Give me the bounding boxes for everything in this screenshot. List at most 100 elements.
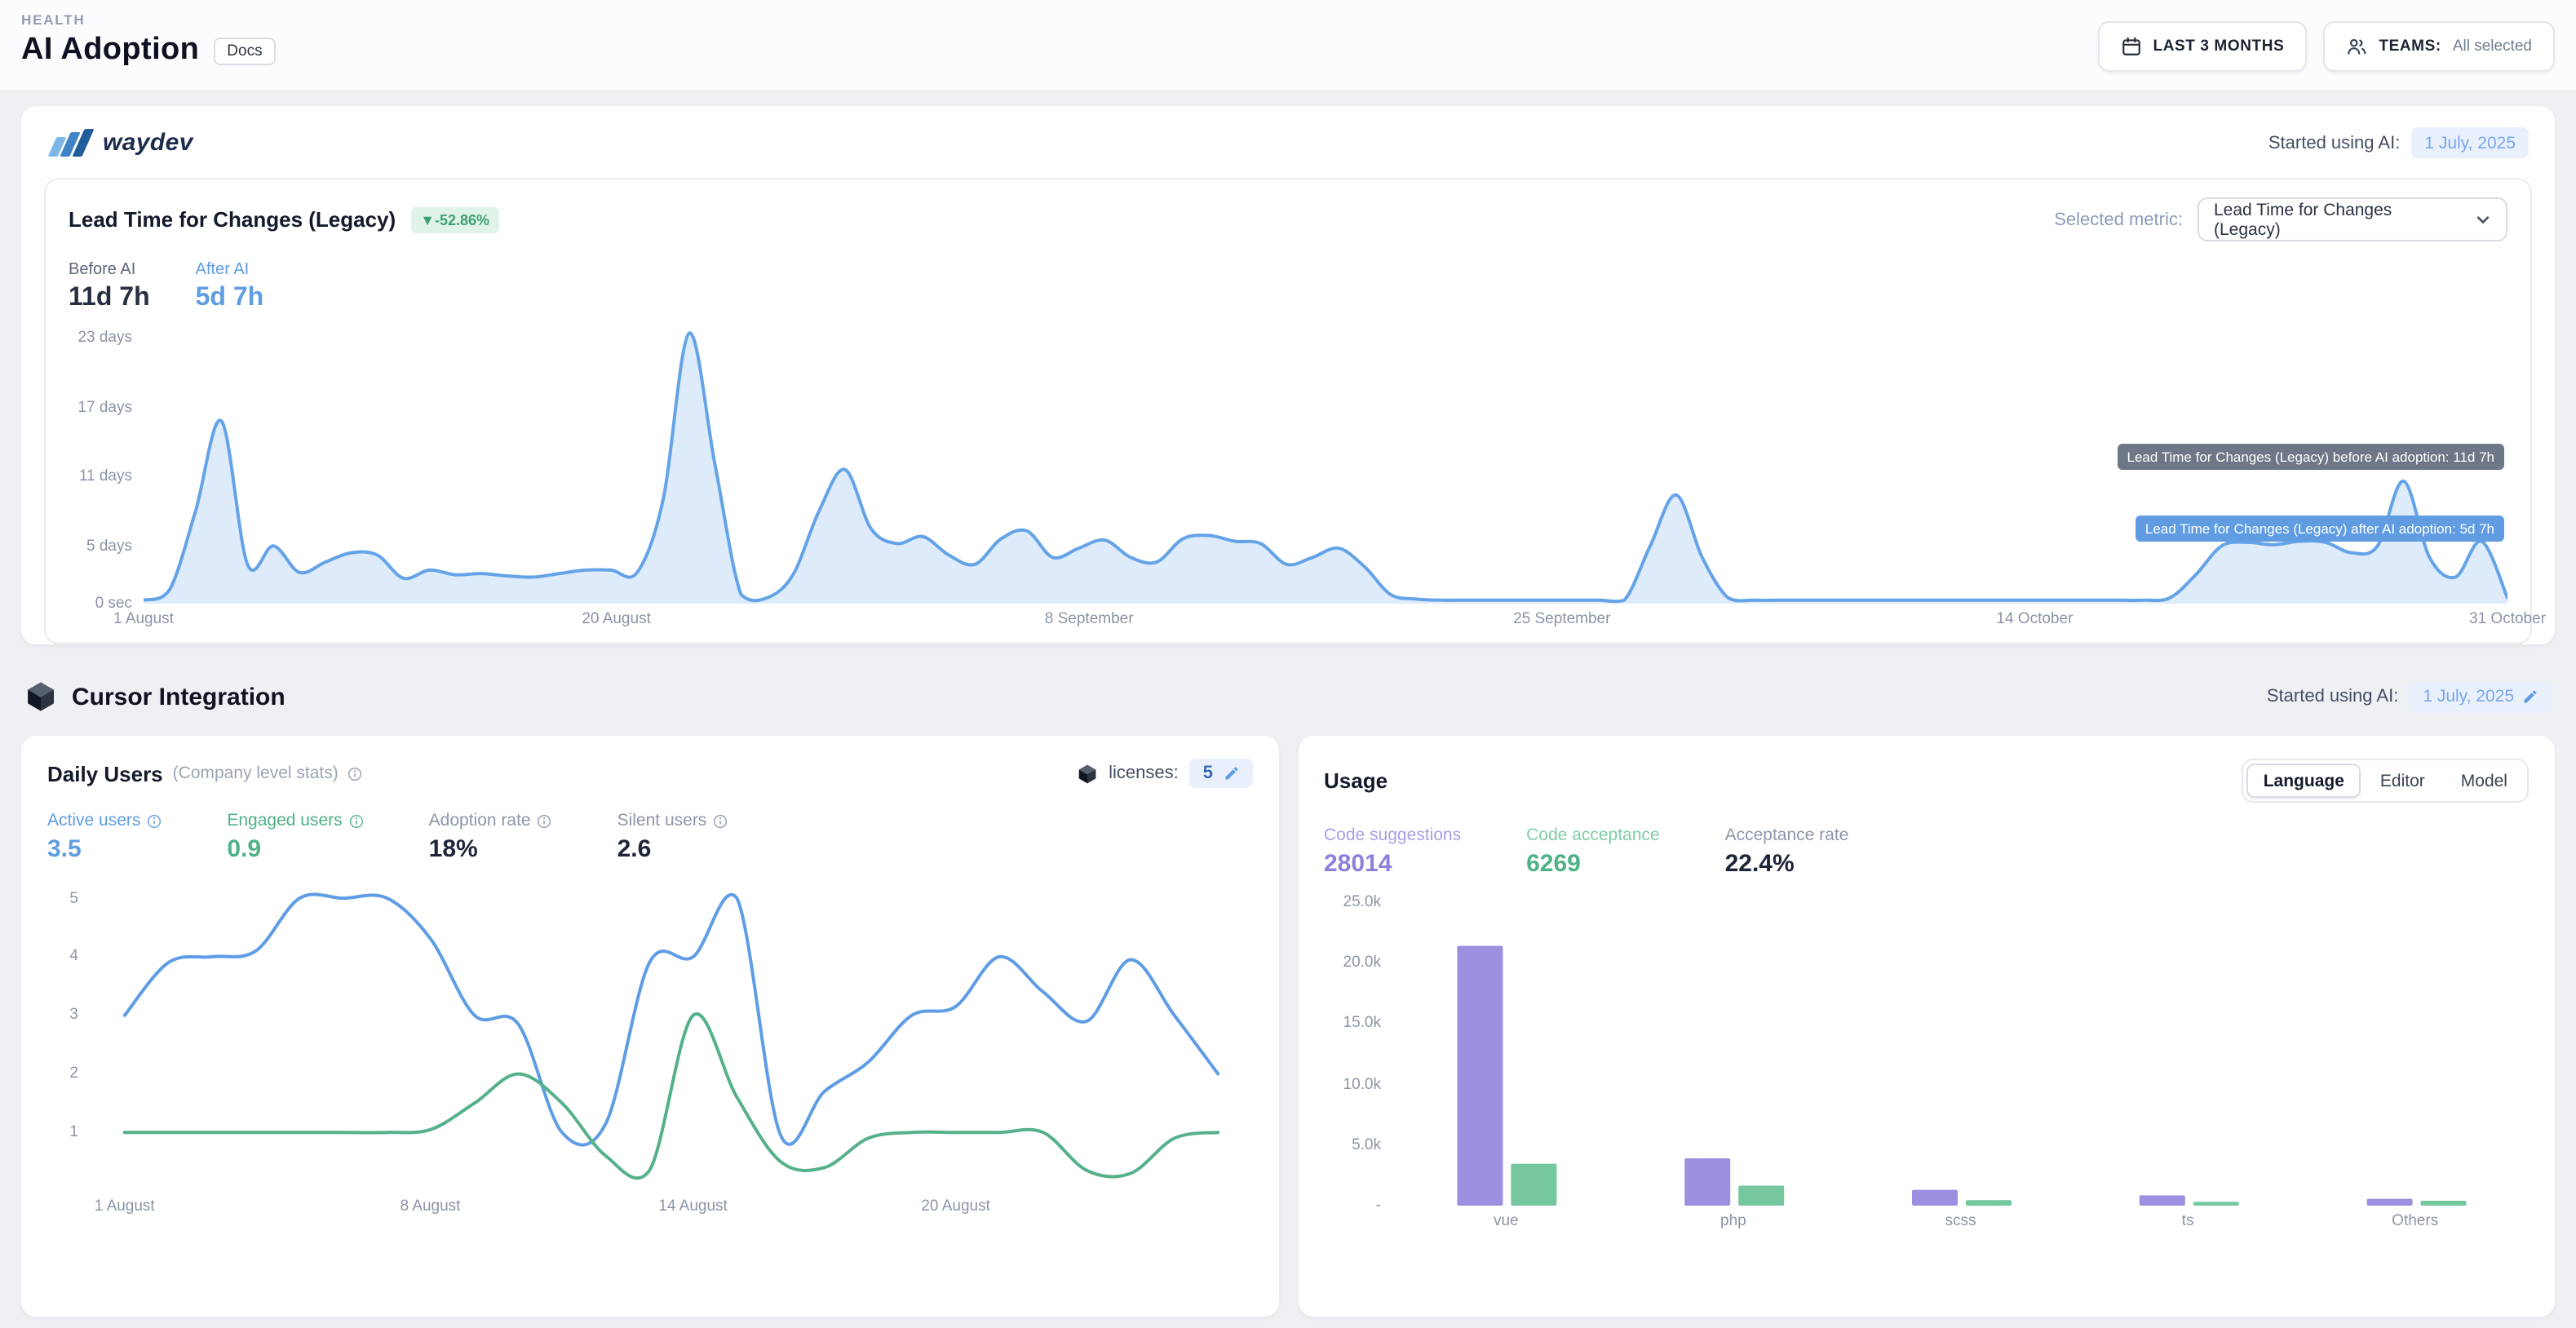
bar-vue-code-suggestions[interactable] — [1456, 945, 1503, 1206]
bar-php-code-acceptance[interactable] — [1737, 1185, 1784, 1206]
acceptance-rate-stat: Acceptance rate 22.4% — [1725, 826, 1849, 878]
bar-ts-code-acceptance[interactable] — [2192, 1202, 2238, 1206]
bar-scss-code-suggestions[interactable] — [1911, 1189, 1957, 1206]
before-ai-tooltip: Lead Time for Changes (Legacy) before AI… — [2117, 444, 2504, 470]
y-axis-tick: 25.0k — [1343, 892, 1382, 911]
lead-time-title: Lead Time for Changes (Legacy) — [69, 207, 396, 232]
x-axis-tick: ts — [2181, 1212, 2194, 1230]
x-axis-tick: vue — [1493, 1212, 1519, 1230]
info-icon[interactable] — [713, 813, 728, 828]
usage-plot[interactable] — [1392, 892, 2529, 1206]
area-fill — [144, 333, 2507, 604]
daily-users-card: Daily Users (Company level stats) licens… — [21, 736, 1278, 1317]
code-suggestions-label: Code suggestions — [1324, 826, 1462, 845]
x-axis-tick: 8 August — [400, 1197, 461, 1215]
daily-users-plot[interactable] — [90, 878, 1252, 1191]
daily-users-subtitle: (Company level stats) — [172, 764, 339, 783]
waydev-panel: waydev Started using AI: 1 July, 2025 Le… — [21, 106, 2555, 644]
waydev-brand: waydev — [47, 129, 193, 157]
y-axis-tick: 23 days — [77, 329, 132, 347]
lead-time-plot[interactable]: Lead Time for Changes (Legacy) before AI… — [144, 326, 2507, 604]
chevron-down-icon — [2476, 215, 2490, 223]
edit-pencil-icon — [1224, 767, 1237, 780]
code-acceptance-value: 6269 — [1526, 850, 1581, 878]
bar-Others-code-acceptance[interactable] — [2419, 1201, 2466, 1206]
tab-editor[interactable]: Editor — [2364, 764, 2441, 798]
tab-model[interactable]: Model — [2445, 764, 2524, 798]
y-axis-tick: 20.0k — [1343, 954, 1382, 972]
bar-Others-code-suggestions[interactable] — [2366, 1198, 2412, 1206]
usage-bars-svg — [1456, 945, 2466, 1206]
x-axis-tick: 8 September — [1044, 610, 1134, 628]
x-axis-tick: 25 September — [1513, 610, 1611, 628]
metric-select[interactable]: Lead Time for Changes (Legacy) — [2198, 197, 2507, 241]
code-suggestions-value: 28014 — [1324, 850, 1392, 878]
info-icon[interactable] — [348, 766, 363, 781]
licenses-label: licenses: — [1109, 764, 1179, 783]
series-line-engaged-users — [122, 1011, 1220, 1180]
x-axis-tick: 20 August — [921, 1197, 990, 1215]
x-axis-tick: 14 August — [658, 1197, 728, 1215]
x-axis-tick: php — [1720, 1212, 1746, 1230]
daily-users-header: Daily Users (Company level stats) licens… — [47, 759, 1252, 788]
docs-button[interactable]: Docs — [214, 37, 276, 64]
teams-icon — [2348, 38, 2366, 55]
waydev-brand-name: waydev — [103, 129, 193, 157]
x-axis-tick: 1 August — [94, 1197, 155, 1215]
daily-users-stats: Active users 3.5 Engaged users 0.9 Adopt… — [47, 811, 1252, 863]
breadcrumb-health: HEALTH — [21, 11, 86, 28]
daily-users-title: Daily Users — [47, 761, 163, 786]
bar-ts-code-suggestions[interactable] — [2138, 1195, 2184, 1206]
x-axis-tick: 1 August — [113, 610, 174, 628]
y-axis-tick: - — [1375, 1197, 1381, 1215]
waydev-panel-header: waydev Started using AI: 1 July, 2025 — [21, 106, 2555, 178]
info-icon[interactable] — [349, 813, 364, 828]
page-header-actions: LAST 3 MONTHS TEAMS: All selected — [2097, 21, 2555, 72]
series-line-active-users — [122, 892, 1220, 1147]
bar-php-code-suggestions[interactable] — [1684, 1158, 1730, 1206]
y-axis-tick: 5 — [69, 889, 78, 908]
engaged-users-stat: Engaged users 0.9 — [227, 811, 363, 863]
date-range-button[interactable]: LAST 3 MONTHS — [2097, 21, 2308, 72]
daily-users-lines-svg — [122, 892, 1220, 1180]
engaged-users-value: 0.9 — [227, 835, 262, 863]
cursor-cards-row: Daily Users (Company level stats) licens… — [21, 736, 2555, 1317]
bar-vue-code-acceptance[interactable] — [1510, 1163, 1556, 1206]
cursor-started-label: Started using AI: — [2266, 687, 2399, 706]
active-users-label: Active users — [47, 811, 141, 830]
bar-scss-code-acceptance[interactable] — [1965, 1200, 2011, 1206]
metric-select-value: Lead Time for Changes (Legacy) — [2214, 200, 2392, 239]
y-axis-tick: 10.0k — [1343, 1075, 1382, 1094]
tab-language[interactable]: Language — [2246, 764, 2361, 798]
silent-users-label: Silent users — [617, 811, 707, 830]
lead-time-chart: 23 days 17 days 11 days 5 days 0 sec Lead Ti… — [69, 326, 2546, 633]
y-axis-tick: 11 days — [78, 467, 132, 486]
y-axis-tick: 15.0k — [1343, 1014, 1382, 1033]
info-icon[interactable] — [538, 813, 552, 828]
x-axis-tick: 14 October — [1996, 610, 2074, 628]
x-axis-tick: scss — [1945, 1212, 1976, 1230]
lead-time-area-svg — [144, 331, 2507, 604]
y-axis-tick: 17 days — [77, 398, 132, 417]
licenses-value: 5 — [1202, 764, 1213, 783]
started-date-badge[interactable]: 1 July, 2025 — [2411, 127, 2529, 158]
info-icon[interactable] — [147, 813, 162, 828]
usage-stats: Code suggestions 28014 Code acceptance 6… — [1324, 826, 2529, 878]
after-ai-tooltip: Lead Time for Changes (Legacy) after AI … — [2135, 516, 2504, 542]
usage-y-axis: 25.0k 20.0k 15.0k 10.0k 5.0k - — [1324, 892, 1392, 1215]
teams-filter-value: All selected — [2452, 38, 2532, 55]
waydev-started-using-ai: Started using AI: 1 July, 2025 — [2268, 127, 2529, 158]
calendar-icon — [2122, 37, 2140, 55]
cursor-started-date-badge[interactable]: 1 July, 2025 — [2410, 681, 2552, 712]
teams-filter-button[interactable]: TEAMS: All selected — [2323, 21, 2555, 72]
lead-time-card-header: Lead Time for Changes (Legacy) ▼-52.86% … — [69, 197, 2507, 241]
daily-users-x-axis: 1 August 8 August 14 August 20 August — [90, 1191, 1252, 1220]
lead-time-card: Lead Time for Changes (Legacy) ▼-52.86% … — [44, 178, 2546, 644]
licenses-badge[interactable]: 5 — [1189, 759, 1252, 788]
adoption-rate-stat: Adoption rate 18% — [429, 811, 552, 863]
active-users-stat: Active users 3.5 — [47, 811, 162, 863]
x-axis-tick: Others — [2392, 1212, 2439, 1230]
usage-title: Usage — [1324, 768, 1388, 793]
usage-x-axis: vue php scss ts Others — [1392, 1206, 2529, 1235]
before-after-stats: Before AI 11d 7h After AI 5d 7h — [69, 261, 2507, 313]
